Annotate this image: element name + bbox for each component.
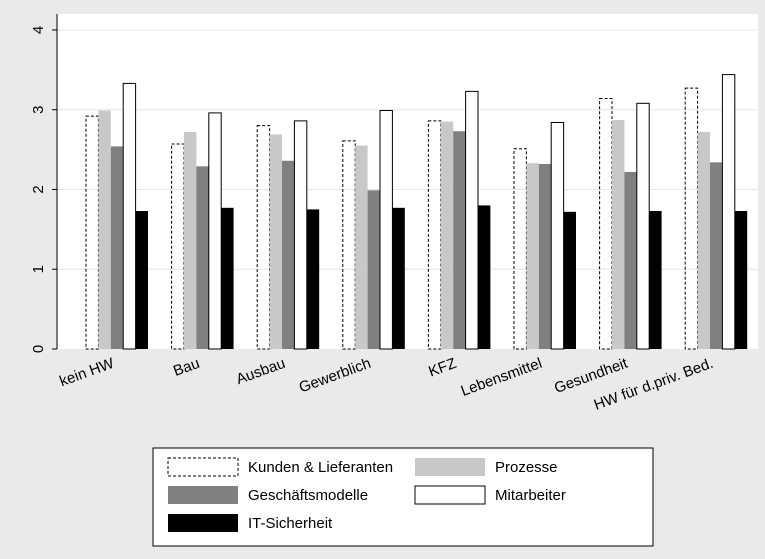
- y-tick-label: 0: [30, 345, 47, 353]
- bar: [721, 74, 736, 350]
- legend-swatch: [168, 514, 238, 532]
- y-tick-label: 2: [30, 185, 47, 193]
- bar: [256, 125, 271, 350]
- legend-label: Kunden & Lieferanten: [248, 459, 393, 476]
- y-tick-label: 3: [30, 106, 47, 114]
- legend-label: IT-Sicherheit: [248, 515, 333, 532]
- bar: [196, 166, 209, 349]
- bar: [98, 110, 111, 349]
- bar: [563, 211, 576, 349]
- bar: [110, 146, 124, 349]
- bar: [478, 205, 491, 349]
- bar: [135, 211, 148, 349]
- legend-label: Mitarbeiter: [495, 487, 566, 504]
- bar: [538, 163, 552, 349]
- legend-swatch: [168, 486, 238, 504]
- legend-swatch: [167, 457, 239, 477]
- bar: [269, 134, 282, 349]
- bar: [367, 190, 380, 349]
- bar: [392, 207, 405, 349]
- bar: [465, 90, 479, 350]
- bar: [355, 145, 368, 349]
- legend: Kunden & Lieferanten Prozesse Geschäftsmod…: [152, 447, 654, 547]
- bar: [440, 121, 454, 349]
- bar: [649, 211, 662, 349]
- bar: [612, 120, 625, 349]
- y-axis-ticks: 0 1 2 3 4: [30, 26, 57, 353]
- bar: [208, 112, 222, 350]
- bar: [624, 171, 637, 349]
- bar: [734, 211, 748, 349]
- bar: [122, 82, 137, 350]
- legend-swatch: [415, 458, 485, 476]
- bar: [710, 162, 723, 349]
- bar: [550, 121, 565, 350]
- bar: [293, 120, 308, 350]
- bar: [379, 110, 393, 350]
- bar: [453, 131, 466, 349]
- bar: [171, 143, 185, 350]
- bar: [221, 207, 234, 349]
- y-tick-label: 4: [30, 26, 47, 34]
- bar: [526, 163, 539, 349]
- bar: [282, 160, 295, 349]
- bar: [85, 115, 99, 350]
- bar: [306, 209, 320, 349]
- bars: [85, 74, 748, 350]
- y-tick-label: 1: [30, 265, 47, 273]
- bar: [697, 132, 710, 349]
- legend-label: Prozesse: [495, 459, 558, 476]
- bar: [342, 140, 356, 350]
- bar: [184, 132, 197, 349]
- legend-label: Geschäftsmodelle: [248, 487, 368, 504]
- legend-swatch: [414, 485, 486, 505]
- bar: [636, 102, 650, 350]
